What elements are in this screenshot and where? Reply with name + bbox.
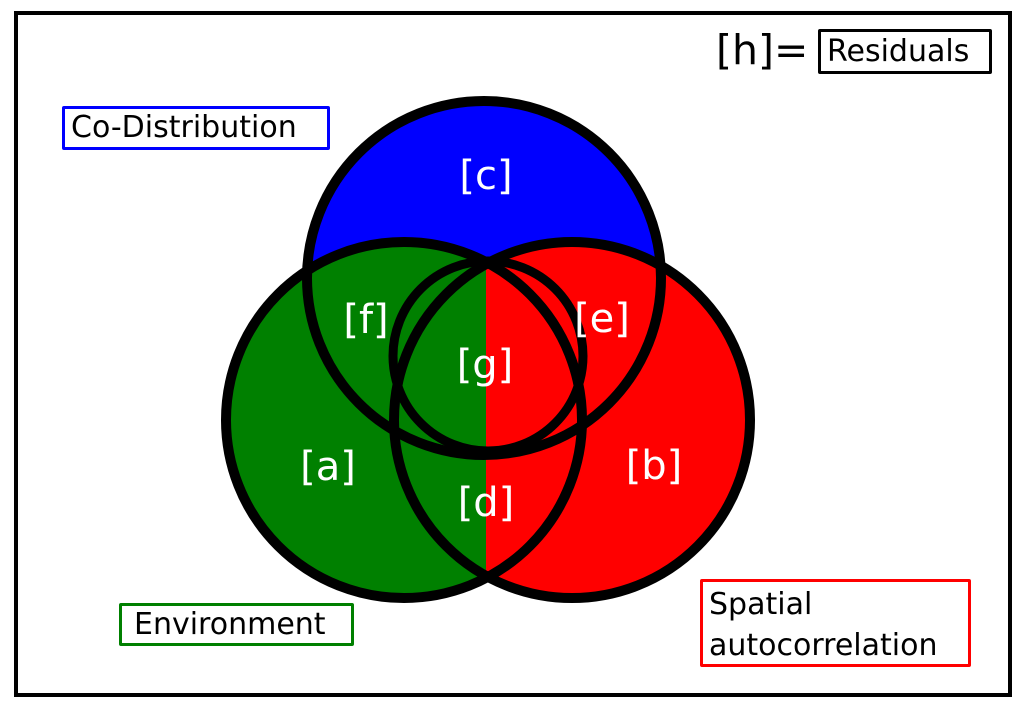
codistribution-label: Co-Distribution <box>62 106 330 150</box>
inner-circle-outline <box>388 256 588 456</box>
spatial-circle-outline <box>389 237 755 603</box>
region-g-label: [g] <box>457 342 514 388</box>
region-e-label: [e] <box>574 296 630 342</box>
region-f-label: [f] <box>343 297 388 343</box>
spatial-label-line1: Spatial <box>709 587 813 622</box>
spatial-autocorrelation-label: Spatial autocorrelation <box>700 579 971 667</box>
h-region-label: [h]= <box>716 26 809 74</box>
region-d-label: [d] <box>458 480 515 526</box>
region-a-label: [a] <box>300 444 356 490</box>
residuals-label: Residuals <box>818 29 992 74</box>
spatial-label-line2: autocorrelation <box>709 628 938 663</box>
region-b-label: [b] <box>626 443 683 489</box>
region-c-label: [c] <box>459 153 512 199</box>
environment-label: Environment <box>119 603 354 646</box>
